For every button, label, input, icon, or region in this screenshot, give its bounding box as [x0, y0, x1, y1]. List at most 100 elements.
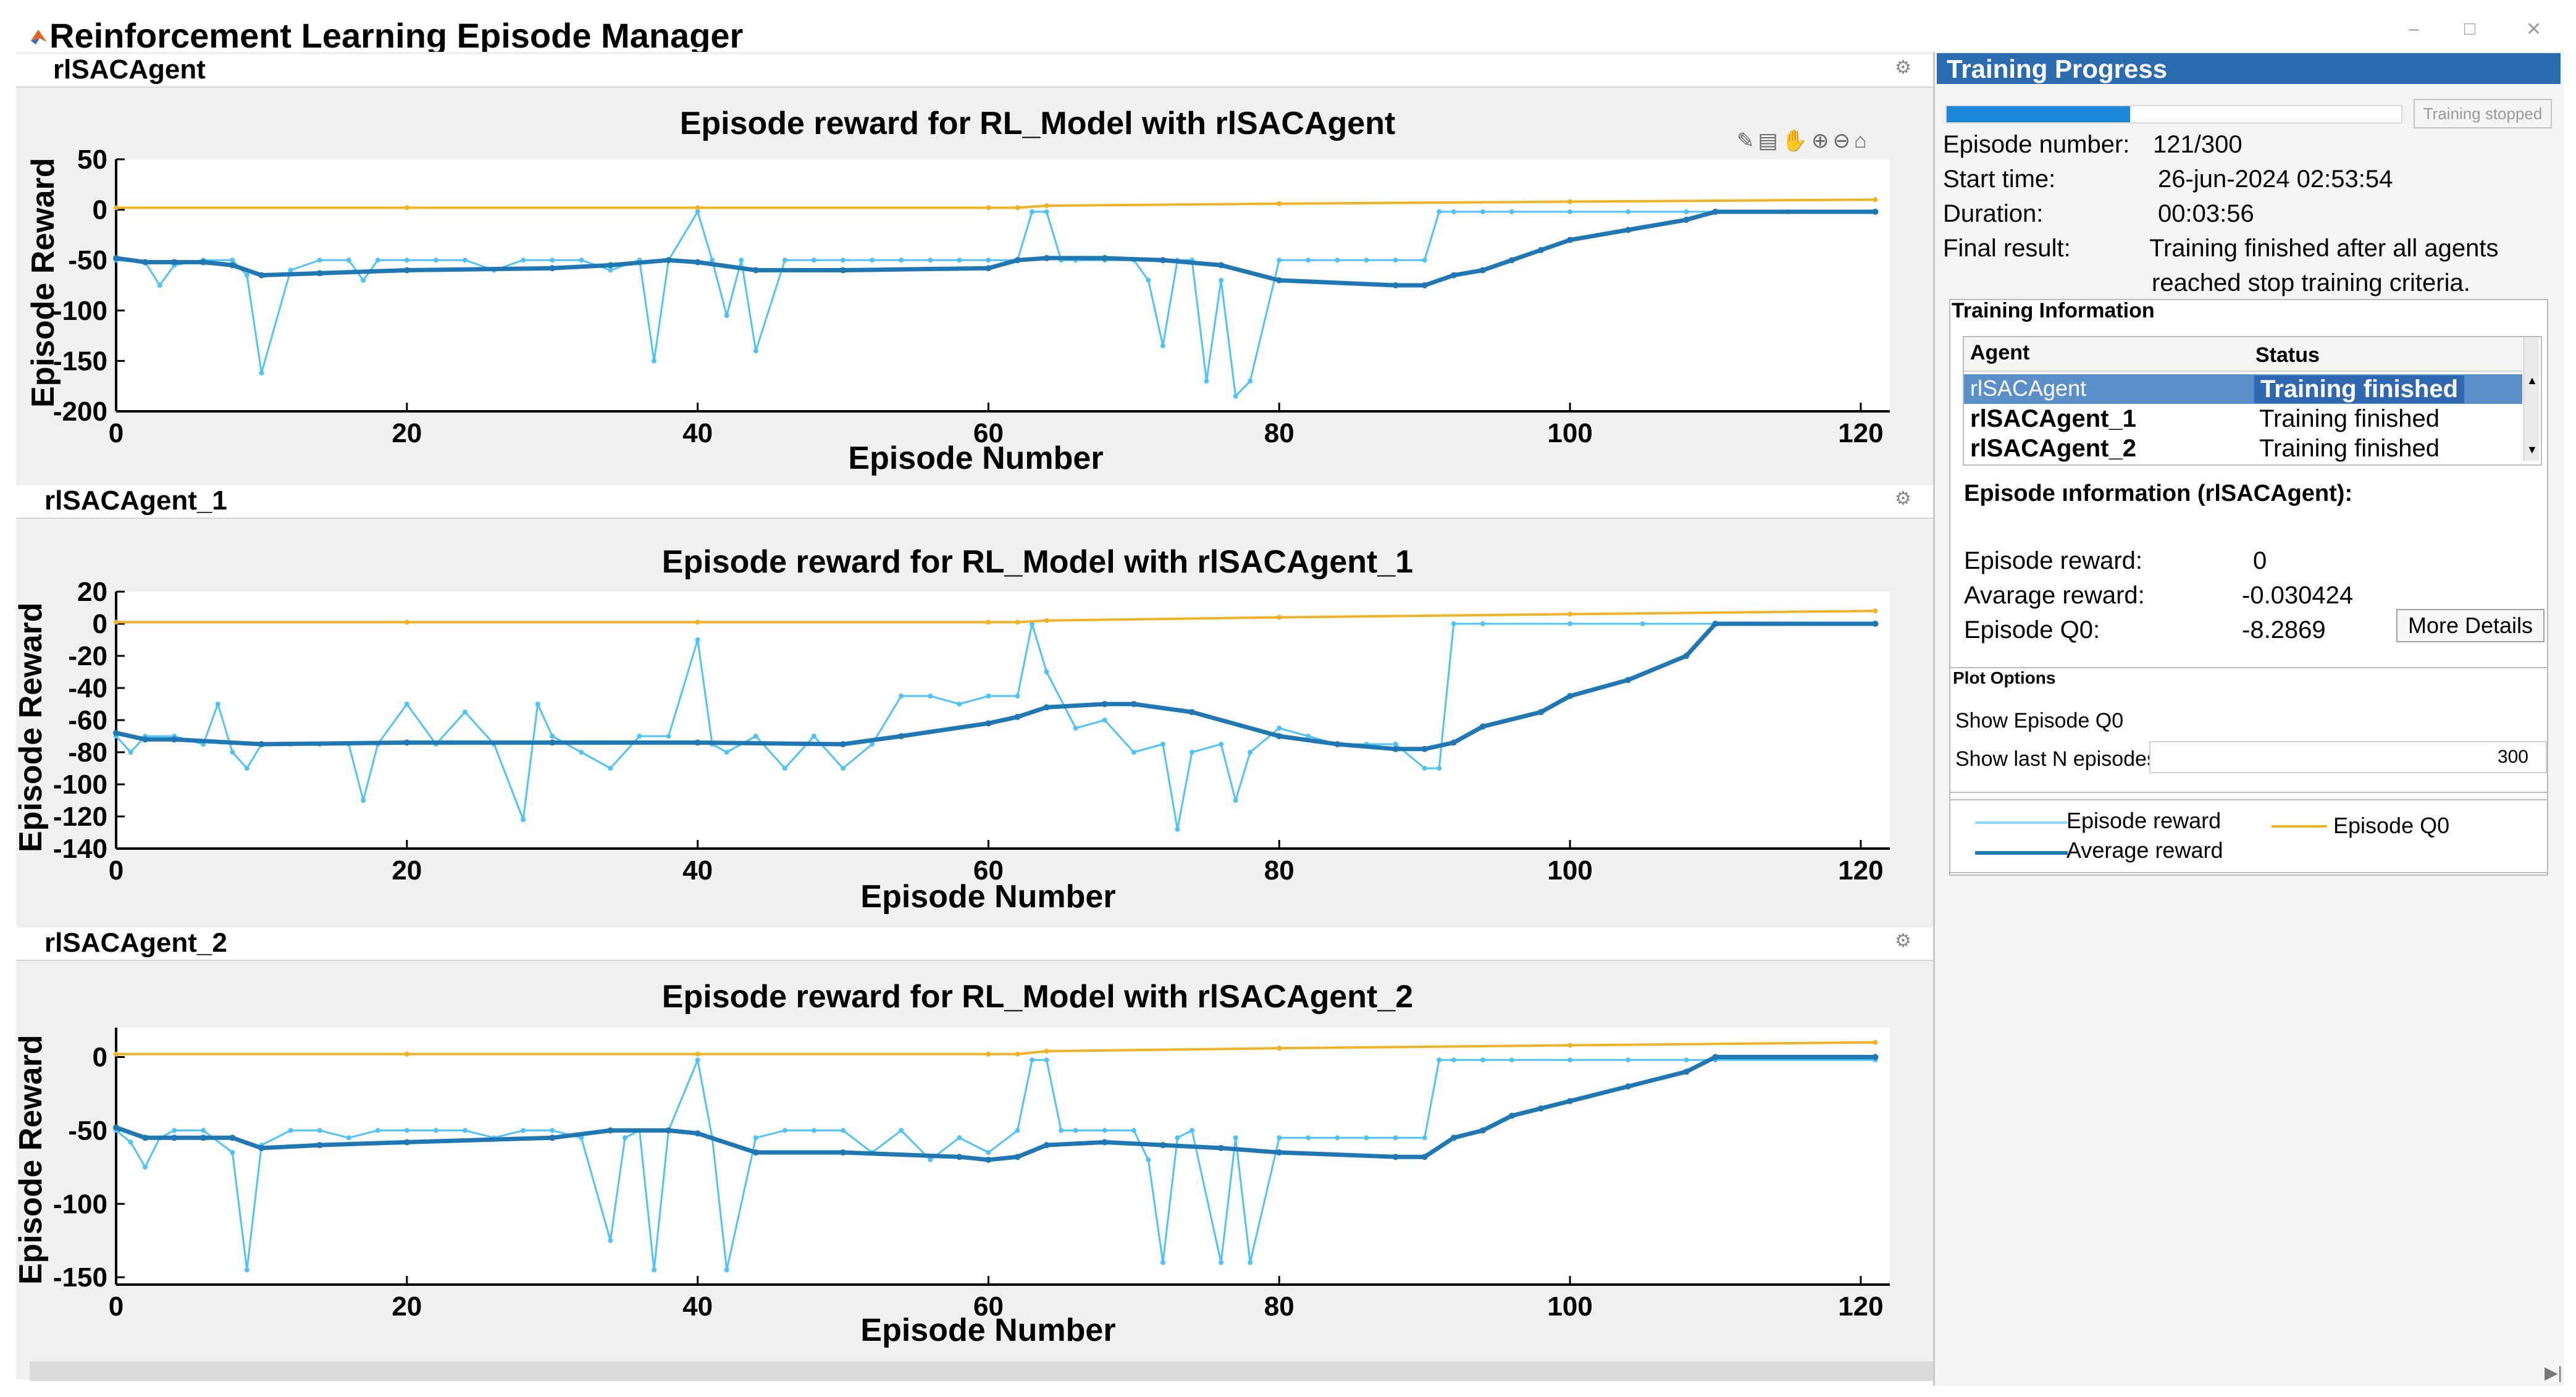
episode-reward-point	[928, 258, 933, 263]
episode-q0-value: -8.2869	[2242, 616, 2326, 644]
scroll-up-icon[interactable]: ▲	[2527, 374, 2538, 387]
average-reward-point	[1508, 1112, 1515, 1119]
episode-reward-point	[1451, 621, 1456, 626]
x-tick-label: 60	[973, 418, 1004, 448]
episode-reward-point	[1277, 726, 1282, 731]
axes-toolbar: ✎▤✋⊕⊖⌂	[1737, 128, 1871, 153]
episode-q0-point	[1873, 608, 1878, 614]
average-reward-point	[1538, 1105, 1545, 1112]
panel-collapse-icon[interactable]: ▶|	[2545, 1363, 2562, 1382]
duration-value: 00:03:56	[2158, 200, 2254, 227]
zoom-out-icon[interactable]: ⊖	[1832, 129, 1854, 153]
panel-header-rlSACAgent_1	[16, 485, 1934, 519]
average-reward-point	[1101, 254, 1108, 261]
episode-reward-point	[462, 710, 468, 715]
episode-reward-point	[1277, 258, 1282, 263]
episode-reward-point	[811, 1128, 816, 1133]
average-reward-point	[142, 1135, 149, 1141]
panel-options-icon[interactable]: ⚙	[1895, 57, 1911, 78]
episode-reward-point	[957, 1135, 962, 1141]
pan-icon[interactable]: ✋	[1781, 129, 1811, 153]
episode-q0-point	[695, 1051, 700, 1057]
panel-options-icon[interactable]: ⚙	[1895, 931, 1911, 951]
average-reward-point	[1130, 701, 1137, 707]
episode-reward-point	[1480, 621, 1485, 626]
y-tick-label: -60	[68, 705, 107, 736]
average-reward-point	[1014, 713, 1021, 720]
legend-episode-q0-line	[2272, 825, 2327, 828]
close-button[interactable]: ✕	[2526, 19, 2542, 40]
show-episode-q0-option[interactable]: Show Episode Q0	[1955, 709, 2124, 732]
agent-row[interactable]: rlSACAgent_2 Training finished	[1964, 434, 2522, 463]
last-n-episodes-input[interactable]: 300	[2149, 741, 2547, 773]
episode-reward-point	[462, 1128, 468, 1133]
y-tick-label: 0	[93, 195, 107, 225]
episode-q0-point	[404, 619, 409, 625]
average-reward-point	[200, 1135, 207, 1141]
agent-table-header: Agent Status	[1964, 337, 2522, 372]
episode-reward-point	[215, 702, 220, 707]
more-details-button[interactable]: More Details	[2396, 609, 2545, 642]
average-reward-point	[1450, 739, 1457, 746]
episode-q0-point	[1567, 611, 1573, 617]
plot-title: Episode reward for RL_Model with rlSACAg…	[661, 544, 1414, 580]
stop-training-button[interactable]: Training stopped	[2414, 99, 2552, 128]
agent-table-scrollbar[interactable]: ▲ ▼	[2524, 337, 2539, 461]
final-result-line-2: reached stop training criteria.	[2152, 269, 2470, 296]
episode-reward-point	[1684, 1057, 1689, 1063]
average-reward-point	[1101, 1139, 1108, 1146]
episode-q0-point	[1044, 1049, 1049, 1054]
minimize-button[interactable]: –	[2409, 19, 2419, 39]
average-reward-point	[694, 1130, 701, 1137]
x-tick-label: 40	[682, 855, 713, 886]
average-reward-point	[1625, 227, 1632, 233]
episode-reward-point	[157, 283, 162, 288]
episode-reward-point	[259, 370, 264, 375]
episode-reward-point	[1175, 826, 1180, 832]
average-reward-point	[316, 1142, 323, 1149]
x-tick-label: 40	[682, 418, 713, 448]
average-reward-point	[1334, 741, 1341, 747]
episode-reward-point	[375, 258, 380, 263]
x-tick-label: 20	[392, 1291, 422, 1322]
episode-reward-point	[288, 267, 293, 273]
episode-reward-point	[1437, 1057, 1442, 1063]
y-tick-label: -120	[53, 802, 107, 832]
episode-reward-point	[652, 1267, 657, 1273]
scroll-down-icon[interactable]: ▼	[2527, 443, 2538, 456]
average-reward-point	[1421, 745, 1428, 752]
episode-reward-point	[986, 258, 991, 263]
zoom-in-icon[interactable]: ⊕	[1811, 129, 1833, 153]
average-reward-point	[1276, 733, 1283, 739]
episode-q0-point	[1567, 1043, 1573, 1048]
y-tick-label: 50	[77, 145, 107, 175]
x-tick-label: 80	[1264, 418, 1294, 448]
average-reward-label: Avarage reward:	[1964, 582, 2145, 609]
home-icon[interactable]: ⌂	[1853, 129, 1871, 153]
legend: Episode reward Average reward Episode Q0	[1949, 799, 2548, 873]
episode-reward-point	[782, 1128, 787, 1133]
maximize-button[interactable]: □	[2464, 19, 2476, 39]
average-reward-point	[1421, 282, 1428, 288]
episode-reward-point	[404, 1128, 409, 1133]
agent-row-selected[interactable]: rlSACAgent Training finished	[1964, 374, 2522, 404]
agent-row[interactable]: rlSACAgent_1 Training finished	[1964, 404, 2522, 434]
export-icon[interactable]: ✎	[1737, 129, 1758, 153]
average-reward-point	[1421, 1154, 1428, 1160]
episode-reward-point	[870, 258, 875, 263]
title-bar: Reinforcement Learning Episode Manager –…	[0, 0, 2576, 55]
episode-reward-line	[115, 1059, 1876, 1271]
horizontal-scrollbar[interactable]	[30, 1361, 1934, 1381]
episode-reward-point	[1160, 1260, 1165, 1265]
x-tick-label: 60	[973, 855, 1004, 886]
episode-reward-point	[550, 734, 555, 739]
data-tips-icon[interactable]: ▤	[1758, 129, 1782, 153]
x-tick-label: 20	[392, 418, 422, 448]
average-reward-point	[229, 262, 236, 269]
panel-options-icon[interactable]: ⚙	[1895, 489, 1911, 509]
y-tick-label: -140	[53, 834, 107, 864]
plot-area	[116, 159, 1890, 411]
episode-q0-point	[1015, 205, 1020, 211]
average-reward-point	[1450, 1135, 1457, 1141]
